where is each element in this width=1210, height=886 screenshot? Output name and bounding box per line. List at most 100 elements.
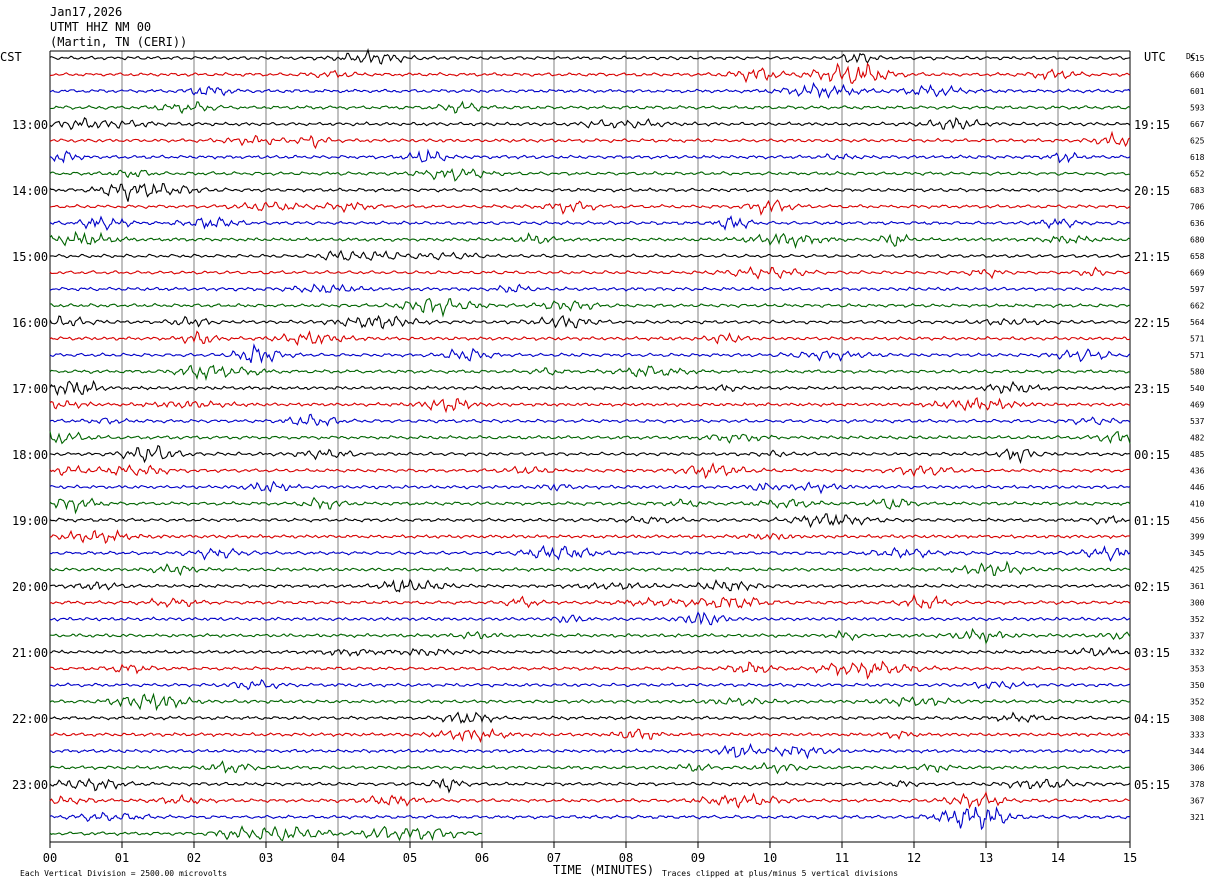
dc-offset-label: 537 [1190,417,1205,426]
dc-offset-label: 300 [1190,599,1205,608]
left-hour-label: 14:00 [12,184,48,198]
station-label: UTMT HHZ NM 00 [50,20,151,34]
trace-row-8 [49,182,1131,202]
dc-offset-label: 669 [1190,269,1205,278]
right-hour-label: 21:15 [1134,250,1170,264]
trace-row-7 [49,168,1131,182]
left-hour-label: 19:00 [12,514,48,528]
dc-offset-label: 367 [1190,797,1205,806]
trace-row-25 [49,462,1131,480]
trace-row-3 [49,100,1131,115]
trace-row-47 [49,825,483,842]
trace-row-24 [49,444,1131,465]
right-hour-label: 01:15 [1134,514,1170,528]
trace-row-43 [49,760,1131,775]
dc-offset-label: 353 [1190,665,1205,674]
right-hour-label: 23:15 [1134,382,1170,396]
clip-note: Traces clipped at plus/minus 5 vertical … [662,869,898,878]
x-tick-label: 06 [475,851,489,865]
x-tick-label: 15 [1123,851,1137,865]
dc-offset-label: 306 [1190,764,1205,773]
right-hour-label: 04:15 [1134,712,1170,726]
dc-offset-label: 636 [1190,219,1205,228]
dc-offset-label: 332 [1190,648,1205,657]
right-hour-label: 03:15 [1134,646,1170,660]
left-hour-label: 15:00 [12,250,48,264]
trace-row-16 [49,314,1131,330]
dc-offset-label: 571 [1190,335,1205,344]
dc-offset-label: 658 [1190,252,1205,261]
left-hour-label: 16:00 [12,316,48,330]
x-tick-label: 08 [619,851,633,865]
left-timezone-label: CST [0,50,22,64]
dc-offset-label: 361 [1190,582,1205,591]
trace-row-21 [49,396,1131,414]
trace-row-2 [49,81,1131,99]
dc-offset-label: 425 [1190,566,1205,575]
dc-offset-label: 436 [1190,467,1205,476]
trace-row-6 [49,148,1131,164]
right-hour-label: 02:15 [1134,580,1170,594]
trace-row-10 [49,215,1131,231]
trace-row-27 [49,496,1131,515]
dc-offset-label: 601 [1190,87,1205,96]
trace-row-19 [49,364,1131,382]
trace-row-0 [49,47,1131,65]
dc-offset-label: 410 [1190,500,1205,509]
x-tick-label: 10 [763,851,777,865]
left-hour-label: 18:00 [12,448,48,462]
right-timezone-label: UTC [1144,50,1166,64]
dc-offset-label: 680 [1190,236,1205,245]
trace-row-30 [49,544,1131,562]
trace-row-36 [49,646,1131,657]
left-hour-label: 21:00 [12,646,48,660]
trace-row-46 [49,806,1131,831]
trace-row-28 [49,513,1131,529]
dc-offset-label: 593 [1190,104,1205,113]
x-axis-ticks: 00 01 02 03 04 05 06 07 08 09 10 11 12 13 14 15 [43,842,1137,865]
location-label: (Martin, TN (CERI)) [50,35,187,49]
trace-row-32 [49,578,1131,593]
left-hour-label: 22:00 [12,712,48,726]
dc-offset-label: 618 [1190,153,1205,162]
dc-offset-label: 580 [1190,368,1205,377]
trace-row-42 [49,742,1131,760]
trace-row-9 [49,199,1131,216]
x-tick-label: 12 [907,851,921,865]
dc-offset-label: 652 [1190,170,1205,179]
x-tick-label: 04 [331,851,345,865]
dc-offset-label: 337 [1190,632,1205,641]
dc-offset-label: 399 [1190,533,1205,542]
dc-offset-label: 352 [1190,615,1205,624]
trace-row-4 [49,117,1131,131]
left-hour-label: 23:00 [12,778,48,792]
dc-offset-label: 706 [1190,203,1205,212]
dc-offset-label: 564 [1190,318,1205,327]
trace-row-1 [49,62,1131,84]
dc-offset-labels: 515 660 601 593 667 625 618 652 683 706 636 680 658 6… [1190,54,1205,822]
trace-row-31 [49,560,1131,577]
dc-offset-label: 352 [1190,698,1205,707]
dc-offset-label: 667 [1190,120,1205,129]
right-hour-label: 22:15 [1134,316,1170,330]
trace-row-12 [49,249,1131,262]
dc-offset-label: 321 [1190,813,1205,822]
dc-offset-label: 446 [1190,483,1205,492]
dc-offset-label: 350 [1190,681,1205,690]
dc-offset-label: 482 [1190,434,1205,443]
dc-offset-label: 683 [1190,186,1205,195]
trace-row-5 [49,130,1131,150]
right-hour-label: 19:15 [1134,118,1170,132]
trace-row-26 [49,480,1131,495]
x-tick-label: 07 [547,851,561,865]
x-tick-label: 09 [691,851,705,865]
left-hour-label: 20:00 [12,580,48,594]
dc-offset-label: 308 [1190,714,1205,723]
trace-row-37 [49,660,1131,680]
trace-row-18 [49,343,1131,364]
x-tick-label: 01 [115,851,129,865]
dc-offset-label: 344 [1190,747,1205,756]
traces [49,47,1131,842]
date-label: Jan17,2026 [50,5,122,19]
